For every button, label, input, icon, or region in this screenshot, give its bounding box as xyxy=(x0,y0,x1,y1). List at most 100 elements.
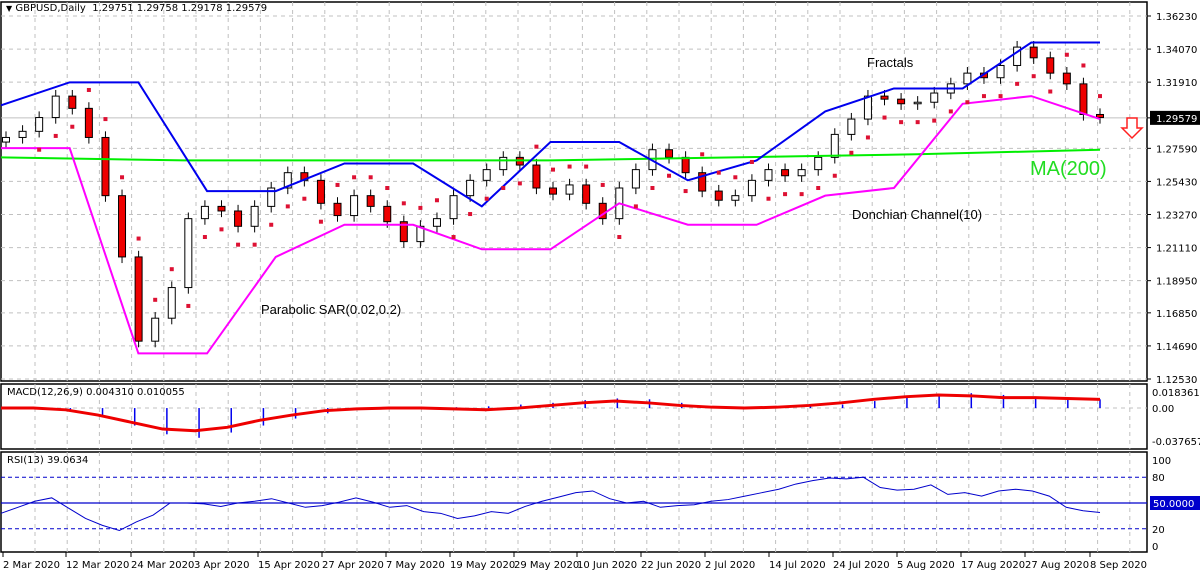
candle-down xyxy=(316,179,325,204)
y-tick-label: 1.25430 xyxy=(1156,177,1197,188)
psar-dot xyxy=(783,192,788,197)
candle-up xyxy=(200,205,209,220)
candle-down xyxy=(1029,46,1038,59)
candle-up xyxy=(466,179,475,197)
ma200-line xyxy=(0,148,1101,162)
candle-up xyxy=(814,156,823,171)
psar-dot xyxy=(202,235,207,240)
candle-up xyxy=(764,169,773,181)
y-tick-label: 1.21110 xyxy=(1156,244,1197,255)
psar-dot xyxy=(551,167,555,172)
y-tick-label: 1.18950 xyxy=(1156,277,1197,288)
x-tick-label: 14 Jul 2020 xyxy=(769,560,826,571)
x-tick-label: 17 Aug 2020 xyxy=(961,560,1025,571)
candle-down xyxy=(234,210,243,227)
macd-histogram xyxy=(69,393,1101,438)
y-tick-label: 1.12530 xyxy=(1156,375,1197,386)
psar-dot xyxy=(451,235,456,240)
symbol-label: GBPUSD,Daily xyxy=(15,3,86,14)
psar-dot xyxy=(948,109,953,114)
psar-dot xyxy=(1015,81,1020,86)
candle-down xyxy=(549,187,557,195)
candle-up xyxy=(167,287,176,319)
candle-up xyxy=(184,218,193,289)
psar-dot xyxy=(1098,94,1102,99)
psar-dot xyxy=(749,159,754,164)
collapse-triangle-icon[interactable]: ▼ xyxy=(6,4,13,13)
candle-up xyxy=(35,117,44,132)
candle-up xyxy=(2,136,10,143)
psar-dot xyxy=(617,235,622,240)
candle-up xyxy=(350,195,359,217)
psar-dot xyxy=(169,267,174,272)
psar-dot xyxy=(1048,89,1053,94)
x-tick-label: 7 May 2020 xyxy=(386,560,445,571)
psar-dot xyxy=(385,186,390,191)
rsi-tick-label: 50.0000 xyxy=(1153,499,1194,510)
x-tick-label: 29 May 2020 xyxy=(514,560,579,571)
psar-dot xyxy=(318,219,323,224)
psar-dot xyxy=(468,212,473,217)
y-tick-label: 1.34070 xyxy=(1156,45,1197,56)
x-tick-label: 10 Jun 2020 xyxy=(577,560,637,571)
candle-up xyxy=(250,205,259,227)
ohlc-values: 1.29751 1.29758 1.29178 1.29579 xyxy=(92,3,268,14)
candle-up xyxy=(416,225,425,243)
x-tick-label: 5 Aug 2020 xyxy=(897,560,955,571)
y-tick-label: 1.29579 xyxy=(1156,114,1197,125)
psar-dot xyxy=(335,182,340,187)
psar-dot xyxy=(37,147,42,152)
psar-dot xyxy=(269,222,274,227)
fractals-label: Fractals xyxy=(867,55,914,70)
psar-dot xyxy=(534,144,539,149)
candle-down xyxy=(366,195,375,207)
candle-up xyxy=(151,317,160,342)
candle-down xyxy=(781,169,790,177)
psar-dot xyxy=(849,150,854,155)
macd-tick-label: 0.018361 xyxy=(1152,388,1200,399)
psar-dot xyxy=(70,124,75,129)
psar-dot xyxy=(434,198,439,203)
psar-dot xyxy=(252,242,257,247)
macd-tick-label: -0.037657 xyxy=(1152,437,1200,448)
y-tick-label: 1.36230 xyxy=(1156,12,1197,23)
psar-dot xyxy=(501,186,506,191)
candle-down xyxy=(714,190,723,201)
rsi-tick-label: 80 xyxy=(1152,473,1165,484)
symbol-header: ▼ GBPUSD,Daily 1.29751 1.29758 1.29178 1… xyxy=(6,3,267,14)
donchian-label: Donchian Channel(10) xyxy=(852,207,983,222)
candle-down xyxy=(1096,113,1104,119)
candle-down xyxy=(880,95,889,100)
psar-dot xyxy=(153,297,158,302)
psar-dot xyxy=(600,182,605,187)
current-price-marker xyxy=(1150,110,1200,125)
main-panel xyxy=(0,1,1148,382)
y-tick-label: 1.14690 xyxy=(1156,342,1197,353)
candle-up xyxy=(432,218,441,227)
psar-dot xyxy=(716,170,721,175)
candle-down xyxy=(134,256,143,342)
x-tick-label: 24 Jul 2020 xyxy=(833,560,890,571)
rsi-tick-label: 20 xyxy=(1152,525,1165,536)
rsi-tick-label: 0 xyxy=(1152,542,1158,553)
candle-up xyxy=(963,72,972,85)
candle-up xyxy=(267,187,276,207)
macd-signal-line xyxy=(1,393,1101,433)
psar-dot xyxy=(899,120,904,125)
candle-down xyxy=(681,156,690,174)
candle-down xyxy=(532,164,541,189)
candle-up xyxy=(482,169,491,181)
candle-down xyxy=(84,107,93,138)
candle-up xyxy=(499,156,508,171)
psar-dot xyxy=(219,227,224,232)
ma200-label: MA(200) xyxy=(1030,158,1107,180)
candle-down xyxy=(383,205,392,223)
rsi-tick-label: 100 xyxy=(1152,456,1171,467)
candle-down xyxy=(118,195,127,258)
psar-dot xyxy=(567,164,572,169)
candle-down xyxy=(582,184,591,204)
candle-down xyxy=(399,221,408,243)
psar-dot xyxy=(667,173,672,178)
